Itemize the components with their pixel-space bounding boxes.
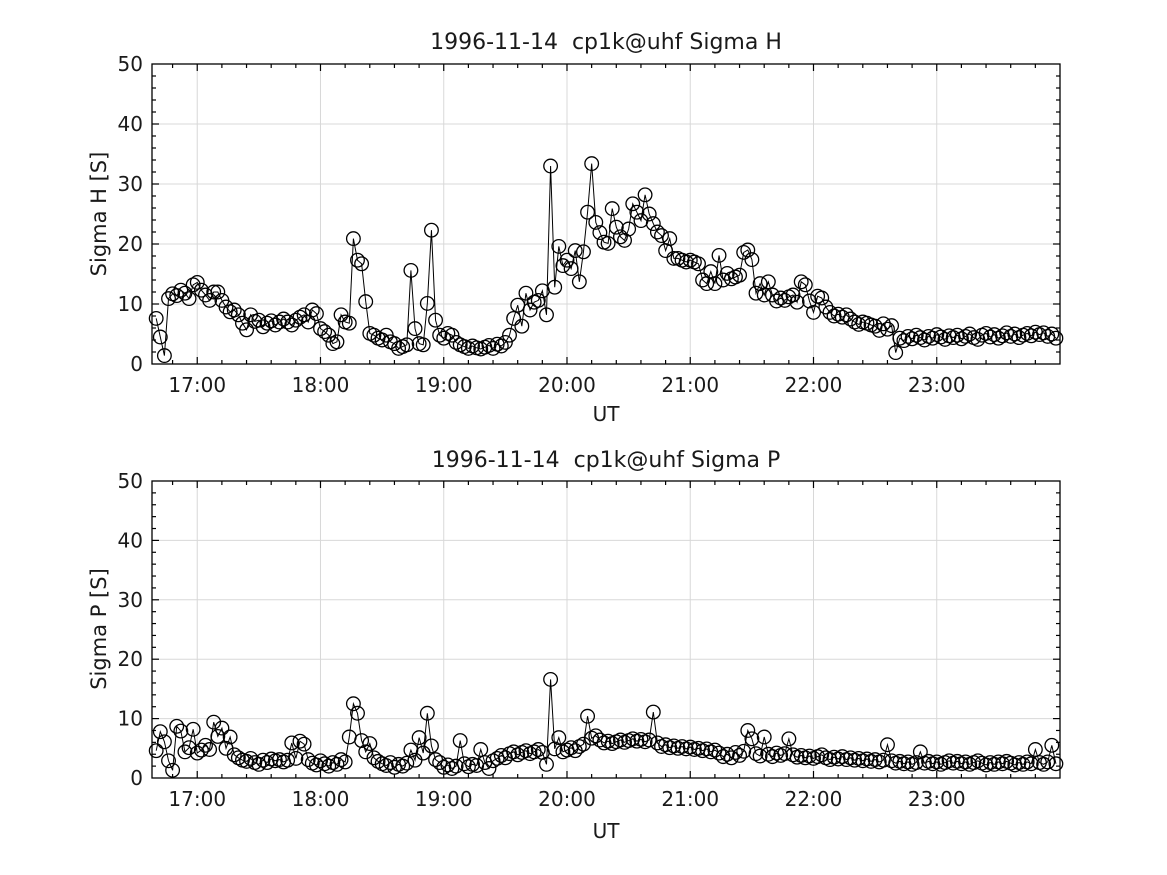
svg-text:10: 10 [118,707,143,731]
svg-text:21:00: 21:00 [661,787,719,811]
chart1-x-axis-label: UT [592,402,620,426]
svg-text:50: 50 [118,52,143,76]
svg-text:20: 20 [118,647,143,671]
svg-text:30: 30 [118,172,143,196]
chart2-y-axis-label: Sigma P [S] [87,568,111,690]
chart2-x-axis-label: UT [592,819,620,843]
svg-text:19:00: 19:00 [415,787,473,811]
chart1-y-axis-label: Sigma H [S] [87,151,111,277]
svg-text:23:00: 23:00 [908,787,966,811]
chart1-title: 1996-11-14 cp1k@uhf Sigma H [430,30,782,55]
svg-text:17:00: 17:00 [168,373,226,397]
svg-text:0: 0 [130,766,143,790]
svg-text:17:00: 17:00 [168,787,226,811]
svg-text:10: 10 [118,292,143,316]
svg-text:0: 0 [130,352,143,376]
svg-text:22:00: 22:00 [785,373,843,397]
svg-text:20:00: 20:00 [538,787,596,811]
svg-text:40: 40 [118,112,143,136]
svg-text:50: 50 [118,469,143,493]
svg-text:20:00: 20:00 [538,373,596,397]
svg-text:40: 40 [118,528,143,552]
svg-text:30: 30 [118,588,143,612]
svg-text:19:00: 19:00 [415,373,473,397]
svg-text:23:00: 23:00 [908,373,966,397]
svg-text:18:00: 18:00 [292,787,350,811]
svg-text:22:00: 22:00 [785,787,843,811]
svg-text:18:00: 18:00 [292,373,350,397]
chart2-title: 1996-11-14 cp1k@uhf Sigma P [431,448,781,473]
svg-text:20: 20 [118,232,143,256]
svg-text:21:00: 21:00 [661,373,719,397]
